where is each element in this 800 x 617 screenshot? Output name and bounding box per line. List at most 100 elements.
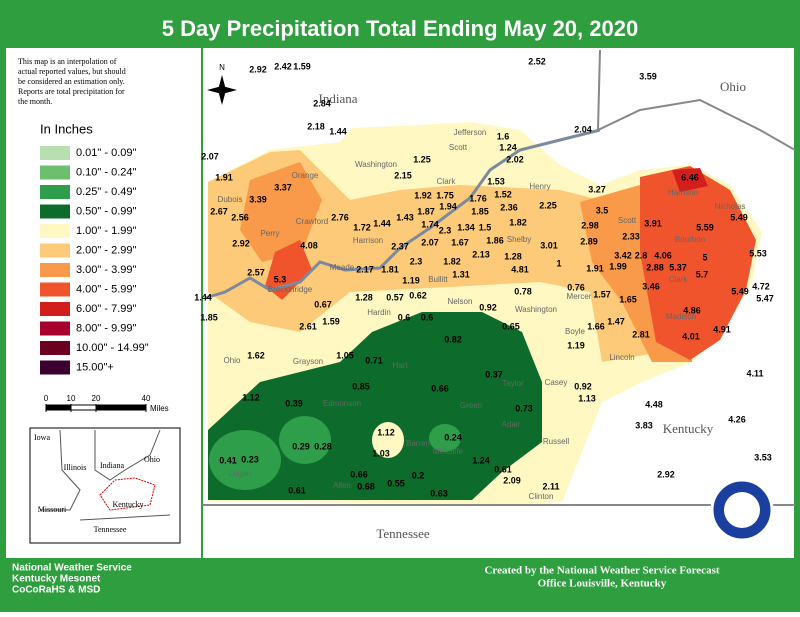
legend-swatch [40,185,70,199]
station-value: 4.81 [511,264,529,274]
station-value: 3.5 [596,205,609,215]
station-value: 2.33 [622,231,640,241]
inset-border [94,429,161,481]
station-value: 0.55 [387,478,405,488]
station-value: 0.62 [409,290,427,300]
legend-label: 10.00" - 14.99" [76,342,149,354]
station-value: 0.23 [241,454,259,464]
station-value: 2.25 [539,200,557,210]
legend-swatch [40,360,70,375]
county-label: Bullitt [428,275,448,284]
legend-label: 3.00" - 3.99" [76,264,136,276]
scale-unit: Miles [150,404,169,413]
station-value: 3.91 [644,218,662,228]
inset-label: Missouri [38,505,67,514]
station-value: 3.39 [249,194,267,204]
station-value: 1.19 [567,340,585,350]
station-value: 2.98 [581,220,599,230]
station-value: 2.11 [542,481,559,491]
station-value: 1.25 [413,154,431,164]
station-value: 3.46 [642,281,660,291]
station-value: 5.47 [756,293,774,303]
zone [208,150,662,362]
legend-swatch [40,302,70,316]
station-value: 0.6 [421,312,434,322]
county-label: Orange [292,171,319,180]
disclaimer: actual reported values, but should [18,67,126,76]
station-value: 2.04 [574,124,592,134]
station-value: 5.49 [730,212,748,222]
station-value: 0.28 [314,441,332,451]
station-value: 0.6 [398,312,411,322]
station-value: 0.85 [352,381,370,391]
state-label: Kentucky [663,421,714,436]
station-value: 1.19 [402,275,420,285]
station-value: 2.13 [472,249,490,259]
county-label: Logan [229,469,251,478]
legend-swatch [40,321,70,336]
station-value: 0.76 [567,282,585,292]
station-value: 1.6 [497,131,510,141]
county-label: Ohio [224,356,241,365]
station-value: 2.8 [635,250,648,260]
county-label: Dubois [218,195,243,204]
station-value: 1.24 [499,142,517,152]
station-value: 0.37 [485,369,503,379]
station-value: 2.02 [506,154,524,164]
legend-label: 8.00" - 9.99" [76,322,136,334]
legend-label: 0.50" - 0.99" [76,205,136,217]
station-value: 2.89 [580,236,598,246]
station-value: 2.76 [331,212,349,222]
footer-left: National Weather Service [12,563,132,574]
station-value: 1.76 [469,193,487,203]
county-label: Allen [333,481,351,490]
station-value: 1 [556,258,561,268]
station-value: 2.18 [307,121,325,131]
county-label: Edmonson [323,399,361,408]
station-value: 1.05 [336,350,354,360]
station-value: 5.59 [696,222,714,232]
disclaimer: be considered an estimation only. [18,77,125,86]
county-label: Russell [543,437,569,446]
county-label: Scott [449,143,468,152]
station-value: 6.46 [681,172,699,182]
station-value: 2.52 [528,56,546,66]
station-value: 1.72 [353,222,371,232]
station-value: 5.7 [696,269,709,279]
scale-segment [95,404,147,411]
station-value: 5.53 [749,248,767,258]
county-label: Boyle [565,327,586,336]
station-value: 1.85 [471,206,489,216]
county-label: Madison [666,312,696,321]
station-value: 1.62 [247,350,265,360]
state-line [596,49,796,151]
county-label: Barren [406,439,430,448]
legend-swatch [40,341,70,355]
inset-label: Illinois [64,463,87,472]
station-value: 4.48 [645,399,663,409]
station-value: 1.94 [439,201,457,211]
legend-label: 6.00" - 7.99" [76,303,136,315]
station-value: 2.92 [657,469,675,479]
station-value: 0.2 [412,470,425,480]
station-value: 0.24 [444,432,462,442]
inset-label: Tennessee [94,525,127,534]
scale-segment [70,404,97,411]
station-value: 1.47 [607,316,625,326]
station-value: 1.82 [443,256,461,266]
station-value: 1.92 [414,190,432,200]
inset-area [99,477,156,511]
station-value: 1.44 [373,218,391,228]
legend-swatch [40,224,70,238]
inset-label: Ohio [144,455,160,464]
station-value: 4.91 [713,324,731,334]
station-value: 3.37 [274,182,292,192]
zone [265,240,312,300]
station-value: 4.11 [746,368,763,378]
legend: In Inches 0.01" - 0.09" 0.10" - 0.24" 0.25"… [40,121,169,413]
state-label: Tennessee [376,526,429,541]
station-value: 4.26 [728,414,746,424]
station-value: 2.61 [299,321,317,331]
station-value: 0.68 [357,481,375,491]
